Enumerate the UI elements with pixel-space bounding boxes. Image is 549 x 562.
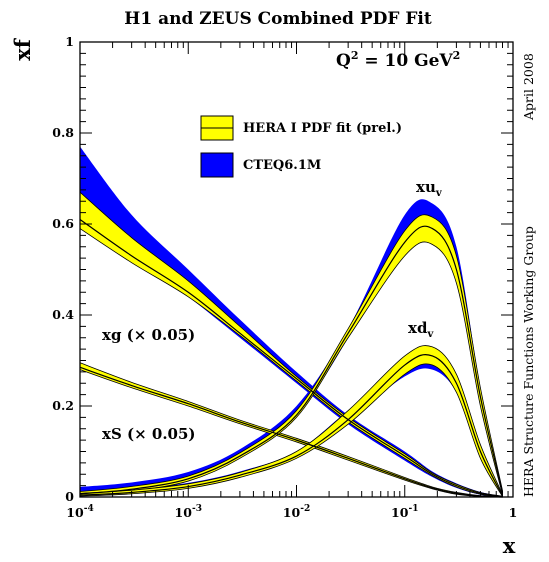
- annotation-xuv: xuv: [416, 178, 443, 199]
- legend-swatch-cteq: [200, 152, 234, 178]
- x-tick-label: 1: [509, 505, 518, 520]
- scale-label: Q2 = 10 GeV2: [336, 49, 460, 71]
- x-tick-label: 10-1: [391, 504, 418, 520]
- central-line-7: [79, 354, 504, 496]
- side-text-group: HERA Structure Functions Working Group: [521, 226, 536, 497]
- legend-label-cteq: CTEQ6.1M: [243, 158, 321, 173]
- y-tick-labels: 0 0.2 0.4 0.6 0.8 1: [52, 34, 74, 504]
- y-axis-label: xf: [10, 37, 35, 61]
- y-tick-label: 0: [65, 489, 74, 504]
- chart-title: H1 and ZEUS Combined PDF Fit: [124, 9, 432, 29]
- band-cteq61m-0: [80, 146, 503, 497]
- side-text-date: April 2008: [521, 53, 536, 121]
- annotation-xs: xS (× 0.05): [102, 425, 196, 443]
- y-tick-label: 0.8: [52, 125, 74, 140]
- x-tick-labels: 10-4 10-3 10-2 10-1 1: [66, 504, 517, 520]
- annotation-xdv: xdv: [408, 319, 434, 340]
- y-tick-label: 0.2: [52, 398, 74, 413]
- y-tick-label: 0.4: [52, 307, 74, 322]
- y-tick-label: 0.6: [52, 216, 74, 231]
- pdf-curves: [79, 218, 504, 498]
- pdf-bands: [79, 146, 503, 499]
- y-tick-label: 1: [65, 34, 74, 49]
- x-tick-label: 10-4: [66, 504, 93, 520]
- central-line-5: [79, 366, 503, 498]
- x-tick-label: 10-3: [175, 504, 202, 520]
- annotation-xg: xg (× 0.05): [102, 326, 195, 344]
- central-line-6: [79, 225, 504, 495]
- legend: HERA I PDF fit (prel.) CTEQ6.1M: [200, 115, 402, 178]
- x-tick-label: 10-2: [283, 504, 310, 520]
- x-axis-label: x: [503, 533, 516, 558]
- central-line-4: [79, 218, 503, 498]
- legend-label-hera: HERA I PDF fit (prel.): [243, 121, 402, 136]
- axis-ticks: [79, 41, 513, 498]
